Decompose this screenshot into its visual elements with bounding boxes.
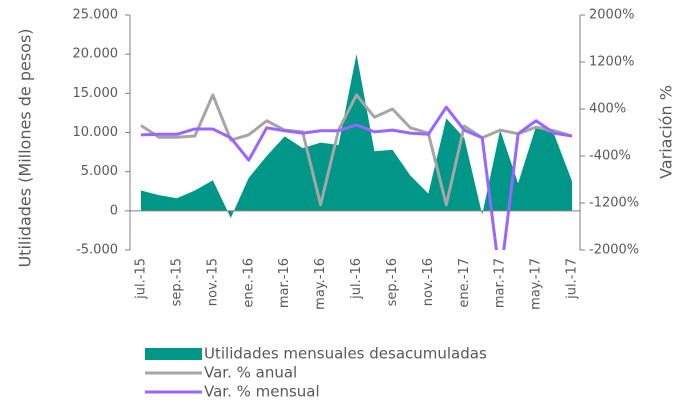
y-tick-label: 0 xyxy=(110,203,118,218)
x-tick-label: ene.-17 xyxy=(457,258,472,308)
line xyxy=(140,105,573,250)
x-tick-label: mar.-17 xyxy=(493,258,508,308)
x-tick-label: jul.-15 xyxy=(134,258,149,300)
legend-label: Utilidades mensuales desacumuladas xyxy=(204,345,487,363)
y2-tick-label: -2000% xyxy=(589,243,639,258)
y2-axis-title: Variación % xyxy=(657,85,676,179)
x-tick-label: jul.-16 xyxy=(349,258,364,300)
x-tick-label: nov.-16 xyxy=(421,258,436,306)
y-tick-label: 20.000 xyxy=(73,47,119,62)
x-tick-label: may.-17 xyxy=(529,258,544,310)
legend-label: Var. % anual xyxy=(204,364,297,382)
x-tick-label: sep.-15 xyxy=(169,258,184,306)
y2-tick-label: -400% xyxy=(589,149,631,164)
x-tick-label: nov.-15 xyxy=(205,258,220,306)
y2-tick-label: -1200% xyxy=(589,196,639,211)
y-tick-label: 10.000 xyxy=(73,125,119,140)
y-tick-label: 15.000 xyxy=(73,86,119,101)
y-tick-label: -5.000 xyxy=(76,243,118,258)
x-tick-label: jul.-17 xyxy=(565,258,580,300)
y2-tick-label: 2000% xyxy=(589,8,634,23)
line xyxy=(140,93,573,207)
x-tick-label: sep.-16 xyxy=(385,258,400,306)
legend-label: Var. % mensual xyxy=(204,383,320,401)
y-tick-label: 5.000 xyxy=(81,164,118,179)
legend-swatch xyxy=(145,348,202,360)
y2-tick-label: 1200% xyxy=(589,55,634,70)
x-tick-label: mar.-16 xyxy=(277,258,292,308)
y-tick-label: 25.000 xyxy=(73,8,119,23)
y2-tick-label: 400% xyxy=(589,102,626,117)
x-tick-label: ene.-16 xyxy=(241,258,256,308)
x-tick-label: may.-16 xyxy=(313,258,328,310)
y-axis-title: Utilidades (Millones de pesos) xyxy=(16,28,35,267)
area xyxy=(141,54,572,218)
